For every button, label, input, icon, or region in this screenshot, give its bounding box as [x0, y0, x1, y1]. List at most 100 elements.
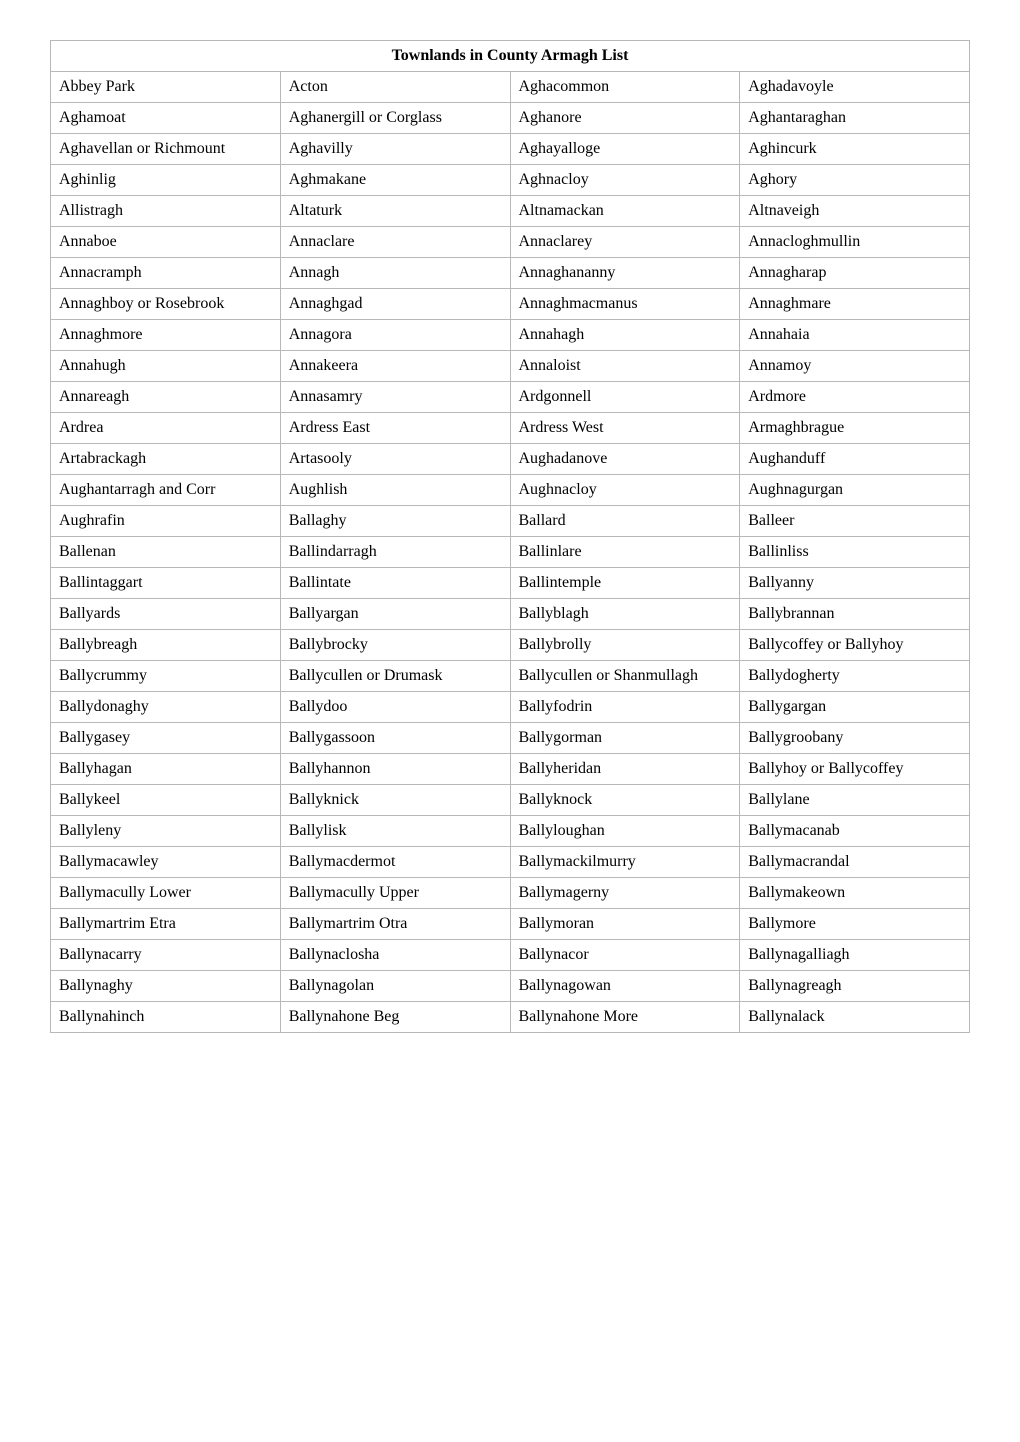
table-cell: Ballintate [280, 568, 510, 599]
table-cell: Ballinliss [740, 537, 970, 568]
table-cell: Ballycrummy [51, 661, 281, 692]
table-cell: Annaghmore [51, 320, 281, 351]
table-cell: Ballymacdermot [280, 847, 510, 878]
table-cell: Ballyargan [280, 599, 510, 630]
table-cell: Ballymore [740, 909, 970, 940]
table-cell: Ballybrannan [740, 599, 970, 630]
table-cell: Ballynagreagh [740, 971, 970, 1002]
table-cell: Ballyloughan [510, 816, 740, 847]
table-cell: Ballynahone More [510, 1002, 740, 1033]
table-cell: Annareagh [51, 382, 281, 413]
table-cell: Ballygargan [740, 692, 970, 723]
table-title: Townlands in County Armagh List [51, 41, 970, 72]
table-cell: Annahaia [740, 320, 970, 351]
table-cell: Ballymacully Upper [280, 878, 510, 909]
table-cell: Ballyards [51, 599, 281, 630]
table-cell: Ballyhannon [280, 754, 510, 785]
table-cell: Ardress East [280, 413, 510, 444]
table-cell: Aghamoat [51, 103, 281, 134]
table-cell: Ballymacawley [51, 847, 281, 878]
table-cell: Ballykeel [51, 785, 281, 816]
table-cell: Ballynacarry [51, 940, 281, 971]
table-cell: Aghincurk [740, 134, 970, 165]
table-cell: Annamoy [740, 351, 970, 382]
table-cell: Annasamry [280, 382, 510, 413]
table-cell: Ballenan [51, 537, 281, 568]
table-cell: Ballyknock [510, 785, 740, 816]
table-row: BallydonaghyBallydooBallyfodrinBallygarg… [51, 692, 970, 723]
table-cell: Aughantarragh and Corr [51, 475, 281, 506]
table-row: BallygaseyBallygassoonBallygormanBallygr… [51, 723, 970, 754]
table-cell: Ballybreagh [51, 630, 281, 661]
table-cell: Altnamackan [510, 196, 740, 227]
table-cell: Annagh [280, 258, 510, 289]
table-cell: Ballydogherty [740, 661, 970, 692]
table-cell: Annahugh [51, 351, 281, 382]
table-cell: Ballymakeown [740, 878, 970, 909]
table-cell: Ballydoo [280, 692, 510, 723]
table-cell: Ballymartrim Etra [51, 909, 281, 940]
table-row: Ballymartrim EtraBallymartrim OtraBallym… [51, 909, 970, 940]
table-cell: Aghantaraghan [740, 103, 970, 134]
table-cell: Ballard [510, 506, 740, 537]
table-row: Aghavellan or RichmountAghavillyAghayall… [51, 134, 970, 165]
table-row: AllistraghAltaturkAltnamackanAltnaveigh [51, 196, 970, 227]
table-cell: Annacramph [51, 258, 281, 289]
table-cell: Ballygassoon [280, 723, 510, 754]
table-row: AghinligAghmakaneAghnacloyAghory [51, 165, 970, 196]
table-cell: Ballycullen or Drumask [280, 661, 510, 692]
table-cell: Annaloist [510, 351, 740, 382]
table-row: BallyhaganBallyhannonBallyheridanBallyho… [51, 754, 970, 785]
table-cell: Ballygorman [510, 723, 740, 754]
table-cell: Aughnacloy [510, 475, 740, 506]
table-cell: Annaghmacmanus [510, 289, 740, 320]
table-cell: Aghanore [510, 103, 740, 134]
table-cell: Annaghgad [280, 289, 510, 320]
table-title-row: Townlands in County Armagh List [51, 41, 970, 72]
table-cell: Annakeera [280, 351, 510, 382]
table-cell: Aghavellan or Richmount [51, 134, 281, 165]
table-cell: Ballyhagan [51, 754, 281, 785]
table-cell: Ballynaclosha [280, 940, 510, 971]
table-cell: Annaghananny [510, 258, 740, 289]
table-cell: Ballycullen or Shanmullagh [510, 661, 740, 692]
table-cell: Ballymoran [510, 909, 740, 940]
table-cell: Ballinlare [510, 537, 740, 568]
table-row: BallynahinchBallynahone BegBallynahone M… [51, 1002, 970, 1033]
table-row: AnnaboeAnnaclareAnnaclareyAnnacloghmulli… [51, 227, 970, 258]
table-row: AnnahughAnnakeeraAnnaloistAnnamoy [51, 351, 970, 382]
table-cell: Ardmore [740, 382, 970, 413]
table-cell: Acton [280, 72, 510, 103]
table-cell: Ballylisk [280, 816, 510, 847]
table-cell: Ballycoffey or Ballyhoy [740, 630, 970, 661]
table-cell: Armaghbrague [740, 413, 970, 444]
table-cell: Aghadavoyle [740, 72, 970, 103]
table-row: BallenanBallindarraghBallinlareBallinlis… [51, 537, 970, 568]
table-cell: Ballyhoy or Ballycoffey [740, 754, 970, 785]
table-cell: Ballygasey [51, 723, 281, 754]
table-cell: Ballymacanab [740, 816, 970, 847]
table-cell: Ballyblagh [510, 599, 740, 630]
table-row: AnnareaghAnnasamryArdgonnellArdmore [51, 382, 970, 413]
table-cell: Ballyfodrin [510, 692, 740, 723]
table-cell: Annaboe [51, 227, 281, 258]
table-row: ArtabrackaghArtasoolyAughadanoveAughandu… [51, 444, 970, 475]
table-cell: Allistragh [51, 196, 281, 227]
table-row: ArdreaArdress EastArdress WestArmaghbrag… [51, 413, 970, 444]
table-cell: Balleer [740, 506, 970, 537]
table-cell: Aughlish [280, 475, 510, 506]
table-cell: Aghinlig [51, 165, 281, 196]
table-row: AghamoatAghanergill or CorglassAghanoreA… [51, 103, 970, 134]
table-cell: Aghmakane [280, 165, 510, 196]
table-cell: Ballynahinch [51, 1002, 281, 1033]
table-cell: Ballylane [740, 785, 970, 816]
table-cell: Ballynacor [510, 940, 740, 971]
table-cell: Ardress West [510, 413, 740, 444]
table-cell: Annagharap [740, 258, 970, 289]
table-cell: Ballymacully Lower [51, 878, 281, 909]
table-cell: Altaturk [280, 196, 510, 227]
table-row: AughrafinBallaghyBallardBalleer [51, 506, 970, 537]
table-cell: Ardgonnell [510, 382, 740, 413]
table-row: BallynacarryBallynacloshaBallynacorBally… [51, 940, 970, 971]
table-cell: Ballyanny [740, 568, 970, 599]
